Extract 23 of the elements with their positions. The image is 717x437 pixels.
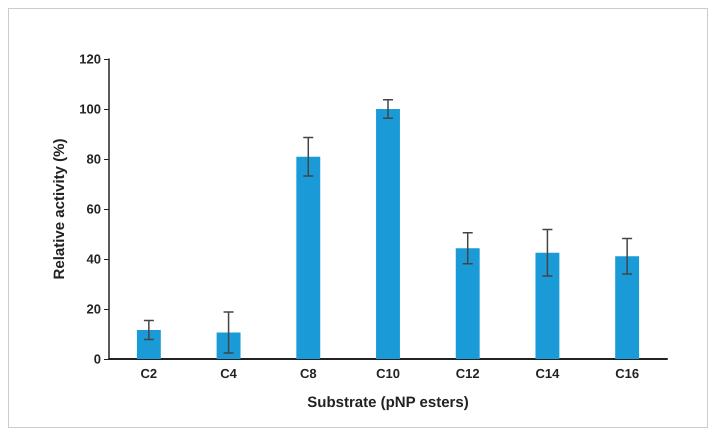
x-tick-label: C14 [536,366,560,381]
y-axis-title: Relative activity (%) [51,138,68,280]
x-tick-label: C4 [220,366,238,381]
y-tick-label: 0 [94,352,101,366]
bar [216,332,241,359]
x-tick-label: C2 [140,366,158,381]
x-tick-label: C16 [615,366,640,381]
bar [296,156,320,359]
x-axis-title: Substrate (pNP esters) [307,394,469,411]
bar [535,252,560,359]
bar [376,109,400,359]
y-tick-label: 100 [79,102,101,116]
bar [136,330,161,359]
x-tick-label: C12 [456,366,480,381]
bar [615,256,640,359]
y-tick-label: 60 [86,202,101,216]
y-tick-label: 40 [86,252,101,266]
y-tick-label: 20 [86,302,101,316]
y-tick-label: 80 [86,152,101,166]
x-tick-label: C8 [300,366,317,381]
bar [456,248,480,359]
y-tick-label: 120 [79,52,101,66]
x-tick-label: C10 [376,366,400,381]
